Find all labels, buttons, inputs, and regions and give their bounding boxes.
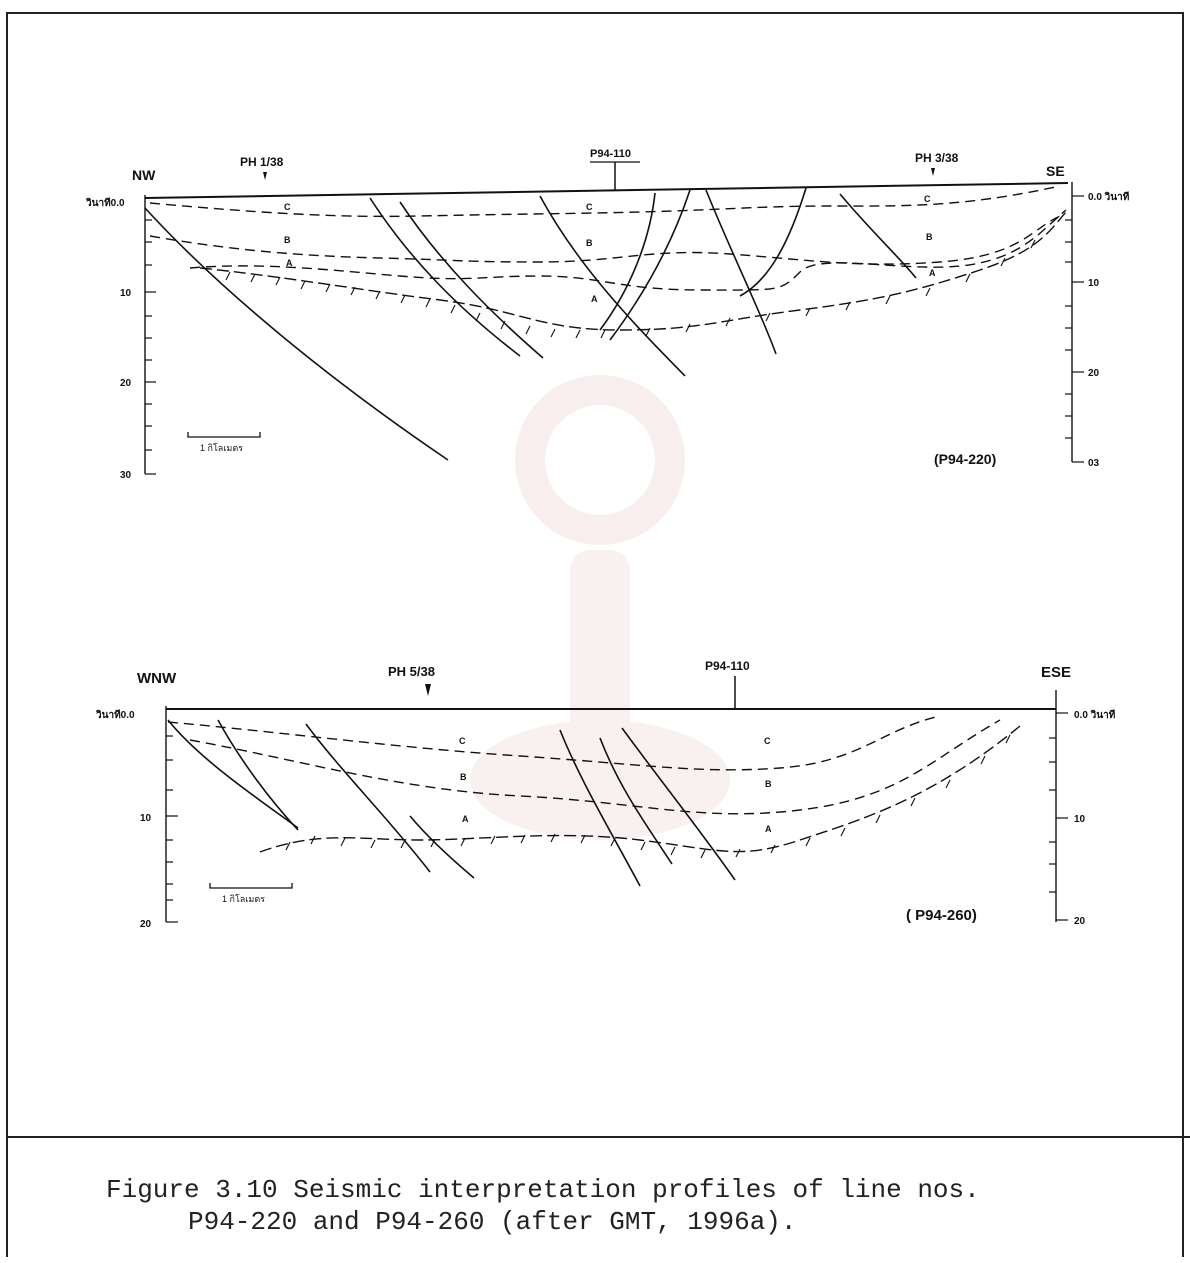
scale-bar-label-top: 1 กิโลเมตร (200, 443, 243, 453)
horizon-b-bottom (189, 719, 1001, 815)
unit-c-5: C (764, 736, 771, 746)
caption-line-1: Figure 3.10 Seismic interpretation profi… (106, 1175, 980, 1205)
faults-top (144, 187, 917, 461)
right-tick-10: 10 (1088, 278, 1100, 289)
caption-line-2: P94-220 and P94-260 (after GMT, 1996a). (188, 1207, 797, 1237)
unit-a-5: A (765, 824, 772, 834)
right-axis-ticks (1065, 195, 1084, 463)
basement-hachures-bottom (285, 734, 1011, 859)
left-tick-20-bottom: 20 (140, 919, 152, 930)
tie-line-label-bottom: P94-110 (705, 659, 750, 673)
horizon-b-top (149, 215, 1061, 265)
unit-a-1: A (286, 258, 293, 268)
unit-a-4: A (462, 814, 469, 824)
right-tick-20: 20 (1088, 368, 1100, 379)
tie-line-label-top: P94-110 (590, 148, 631, 160)
se-direction-label: SE (1046, 163, 1065, 179)
left-tick-10: 10 (120, 288, 132, 299)
figure-frame (6, 12, 1184, 1257)
basement-bottom (259, 725, 1021, 853)
horizon-a-top (189, 209, 1067, 291)
caption-divider (6, 1136, 1190, 1138)
unit-a-2: A (591, 294, 598, 304)
unit-c-3: C (924, 194, 931, 204)
unit-c-2: C (586, 202, 593, 212)
scale-bar-label-bottom: 1 กิโลเมตร (222, 894, 265, 904)
faults-bottom (167, 719, 736, 887)
well-label-ph3: PH 3/38 (915, 151, 959, 165)
well-marker-ph3-icon (931, 168, 935, 176)
unit-a-3: A (929, 268, 936, 278)
right-axis-top-label-bottom: 0.0 วินาที (1074, 709, 1116, 721)
unit-c-4: C (459, 736, 466, 746)
left-tick-30: 30 (120, 470, 132, 481)
unit-b-2: B (586, 238, 593, 248)
left-tick-10-bottom: 10 (140, 813, 152, 824)
right-tick-03: 03 (1088, 458, 1100, 469)
wnw-direction-label: WNW (137, 670, 177, 687)
left-tick-20: 20 (120, 378, 132, 389)
right-tick-20-bottom: 20 (1074, 916, 1086, 927)
nw-direction-label: NW (132, 167, 156, 183)
unit-c-1: C (284, 202, 291, 212)
scale-bar-top (187, 432, 261, 438)
well-marker-ph5-icon (425, 684, 431, 696)
well-label-ph1: PH 1/38 (240, 155, 284, 169)
scale-bar-bottom (209, 883, 293, 889)
basement-top (199, 211, 1067, 331)
right-axis-top-label: 0.0 วินาที (1088, 191, 1130, 203)
horizon-c-bottom (167, 715, 941, 771)
unit-b-3: B (926, 232, 933, 242)
well-marker-ph1-icon (263, 172, 267, 180)
unit-b-5: B (765, 779, 772, 789)
ese-direction-label: ESE (1041, 664, 1071, 681)
unit-b-4: B (460, 772, 467, 782)
left-axis-top-label-bottom: วินาที0.0 (96, 709, 135, 721)
left-axis-top-label: วินาที0.0 (86, 197, 125, 209)
top-surface-line (144, 182, 1069, 199)
figure-caption: Figure 3.10 Seismic interpretation profi… (0, 1174, 1190, 1238)
basement-hachures-top (225, 239, 1036, 339)
profile-id-bottom: ( P94-260) (906, 907, 977, 924)
right-tick-10-bottom: 10 (1074, 814, 1086, 825)
unit-b-1: B (284, 235, 291, 245)
profile-id-top: (P94-220) (934, 451, 996, 467)
left-axis-ticks (145, 219, 156, 475)
well-label-ph5: PH 5/38 (388, 664, 435, 679)
